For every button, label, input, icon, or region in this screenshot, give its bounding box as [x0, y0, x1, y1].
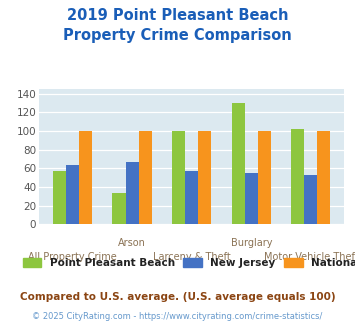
- Bar: [291, 129, 304, 224]
- Bar: [79, 131, 92, 224]
- Bar: [258, 131, 271, 224]
- Bar: [304, 175, 317, 224]
- Bar: [66, 165, 79, 224]
- Text: Motor Vehicle Theft: Motor Vehicle Theft: [263, 252, 355, 262]
- Bar: [53, 171, 66, 224]
- Text: 2019 Point Pleasant Beach
Property Crime Comparison: 2019 Point Pleasant Beach Property Crime…: [63, 8, 292, 43]
- Text: All Property Crime: All Property Crime: [28, 252, 117, 262]
- Text: Compared to U.S. average. (U.S. average equals 100): Compared to U.S. average. (U.S. average …: [20, 292, 335, 302]
- Bar: [172, 131, 185, 224]
- Legend: Point Pleasant Beach, New Jersey, National: Point Pleasant Beach, New Jersey, Nation…: [23, 258, 355, 268]
- Text: Arson: Arson: [118, 238, 146, 248]
- Bar: [231, 103, 245, 224]
- Bar: [113, 193, 126, 224]
- Bar: [317, 131, 331, 224]
- Bar: [126, 162, 139, 224]
- Text: Larceny & Theft: Larceny & Theft: [153, 252, 231, 262]
- Text: Burglary: Burglary: [230, 238, 272, 248]
- Text: © 2025 CityRating.com - https://www.cityrating.com/crime-statistics/: © 2025 CityRating.com - https://www.city…: [32, 312, 323, 321]
- Bar: [245, 173, 258, 224]
- Bar: [185, 171, 198, 224]
- Bar: [198, 131, 211, 224]
- Bar: [139, 131, 152, 224]
